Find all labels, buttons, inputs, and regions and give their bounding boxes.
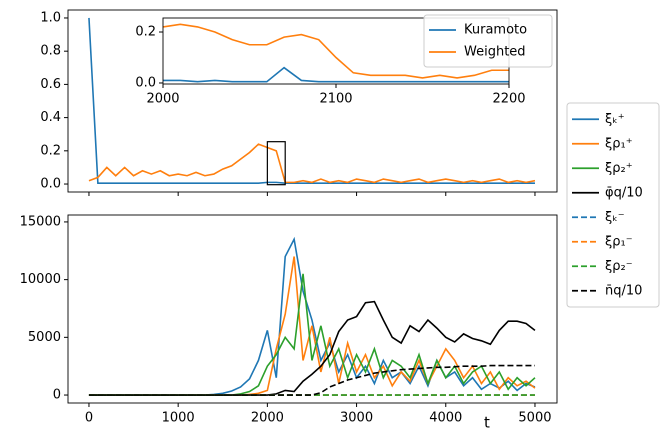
legend-box: [423, 14, 553, 68]
y-tick-label: 0.6: [40, 77, 61, 92]
legend-label: ξₖ⁺: [605, 112, 625, 127]
legend-label: ξₖ⁻: [605, 210, 625, 225]
x-axis-label: t: [484, 414, 490, 430]
y-tick-label: 0.0: [135, 75, 156, 90]
x-tick-label: 2000: [146, 92, 179, 107]
legend-label: φ̄q/10: [605, 185, 643, 200]
y-tick-label: 15000: [20, 214, 61, 229]
series-line: [88, 17, 535, 184]
series-line: [88, 143, 536, 184]
x-tick-label: 2100: [319, 92, 352, 107]
legend-label: ξρ₂⁻: [605, 259, 633, 274]
x-tick-label: 2200: [492, 92, 525, 107]
inset-indicator: [266, 141, 286, 186]
y-tick-label: 5000: [28, 330, 61, 345]
series-line: [163, 23, 509, 79]
x-tick-label: 2000: [251, 411, 284, 426]
legend-label: ξρ₁⁻: [605, 234, 633, 249]
y-tick-label: 0.2: [135, 25, 156, 40]
legend-label: Weighted: [464, 45, 526, 60]
legend-label: ξρ₂⁺: [605, 161, 633, 176]
legend-label: n̄q/10: [605, 283, 642, 298]
y-tick-label: 0: [53, 388, 61, 403]
axes-frame: [67, 214, 558, 404]
series-line: [88, 364, 535, 396]
plot-area: [163, 23, 509, 83]
legend-label: Kuramoto: [464, 23, 527, 38]
y-tick-label: 1.0: [40, 10, 61, 25]
x-tick-label: 5000: [518, 411, 551, 426]
series-line: [163, 66, 509, 83]
y-tick-label: 0.8: [40, 44, 61, 59]
y-tick-label: 0.0: [40, 177, 61, 192]
x-tick-label: 1000: [162, 411, 195, 426]
y-tick-label: 10000: [20, 272, 61, 287]
x-tick-label: 0: [85, 411, 93, 426]
legend-box: [566, 102, 660, 308]
y-tick-label: 0.4: [40, 110, 61, 125]
x-tick-label: 4000: [429, 411, 462, 426]
x-tick-label: 3000: [340, 411, 373, 426]
y-tick-label: 0.2: [40, 143, 61, 158]
plot-area: [88, 17, 536, 184]
legend-label: ξρ₁⁺: [605, 136, 633, 151]
axes-frame: [67, 9, 558, 193]
plot-area: [88, 236, 536, 396]
